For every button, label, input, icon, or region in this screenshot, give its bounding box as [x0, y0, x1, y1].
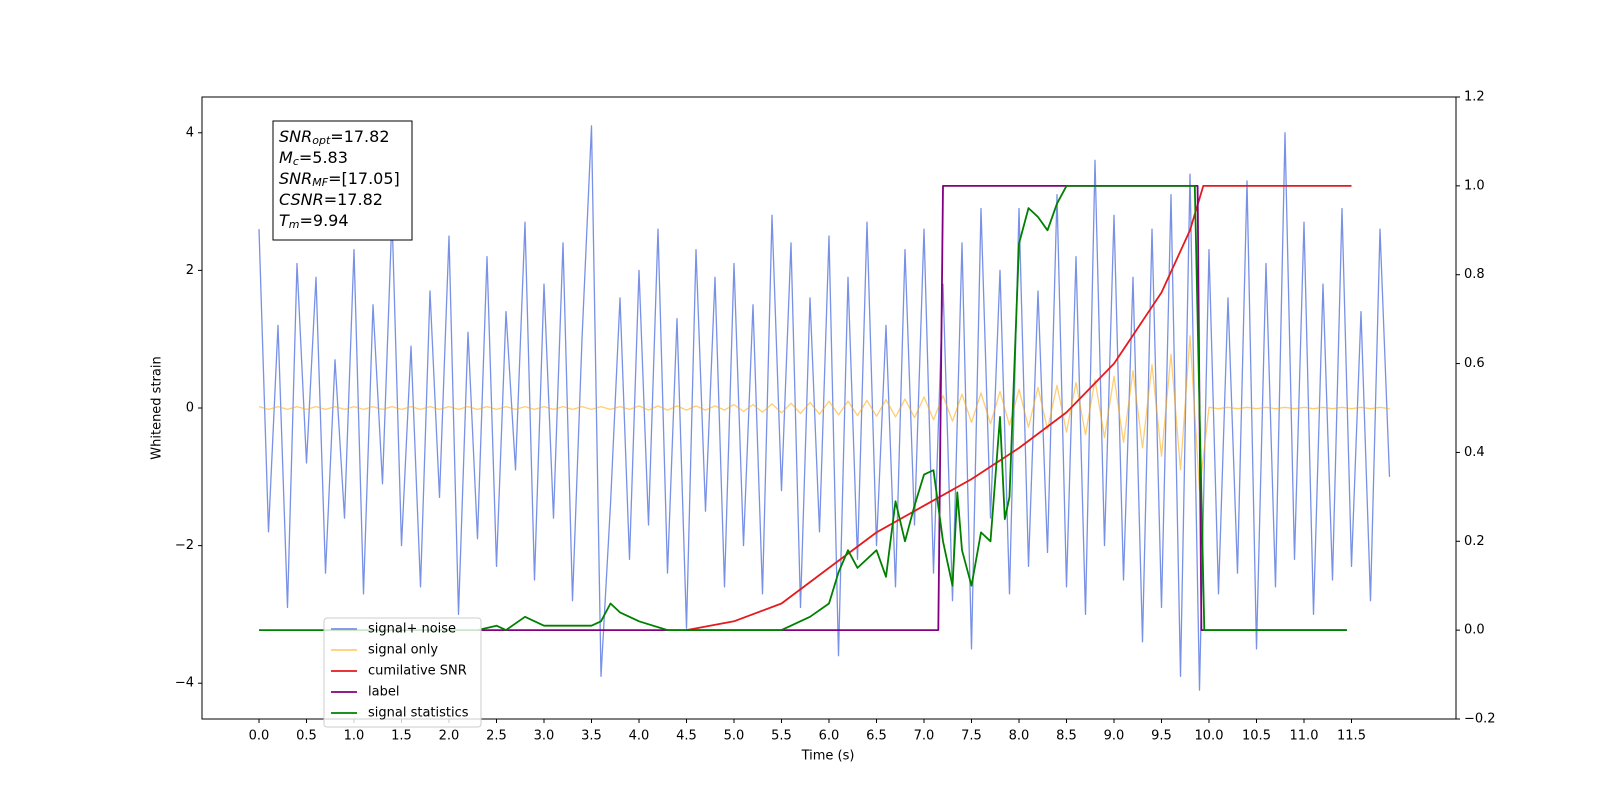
x-tick-label: 11.0	[1290, 729, 1319, 744]
y2-tick-label: 1.2	[1464, 90, 1485, 105]
x-tick-label: 7.0	[914, 729, 935, 744]
annotation-box: SNRopt=17.82Mc=5.83SNRMF=[17.05]CSNR=17.…	[272, 120, 413, 241]
x-tick-label: 3.0	[534, 729, 555, 744]
annotation-text: =[17.05]	[328, 169, 400, 188]
annotation-text: =9.94	[300, 211, 349, 230]
x-tick-label: 8.0	[1009, 729, 1030, 744]
legend-label: cumilative SNR	[368, 664, 467, 679]
annotation: CSNR=17.82	[279, 190, 383, 209]
annotation-frame	[272, 120, 413, 241]
annotation-symbol: SNR	[279, 169, 312, 188]
legend: signal+ noise signal only cumilative SNR la…	[323, 617, 482, 728]
x-tick-label: 1.5	[391, 729, 412, 744]
series-line	[686, 185, 1352, 631]
x-tick-label: 5.0	[724, 729, 745, 744]
x-tick-label: 11.5	[1337, 729, 1366, 744]
x-tick-label: 5.5	[771, 729, 792, 744]
x-tick-label: 6.0	[819, 729, 840, 744]
annotation-subscript: m	[289, 218, 300, 231]
y-axis-label: Whitened strain	[150, 356, 165, 459]
legend-label: signal+ noise	[368, 622, 456, 637]
annotation: SNRopt=17.82	[279, 127, 390, 148]
y2-tick-label: 0.4	[1464, 445, 1485, 460]
x-tick-label: 0.0	[249, 729, 270, 744]
y-tick-label: −2	[175, 538, 194, 553]
x-tick-label: 8.5	[1056, 729, 1077, 744]
y-tick-label: 0	[186, 401, 194, 416]
x-tick-label: 10.0	[1195, 729, 1224, 744]
annotation-symbol: T	[279, 211, 290, 230]
annotation-symbol: SNR	[279, 127, 312, 146]
x-tick-label: 1.0	[344, 729, 365, 744]
x-tick-label: 9.5	[1151, 729, 1172, 744]
x-tick-label: 0.5	[296, 729, 317, 744]
annotation-subscript: MF	[312, 176, 328, 189]
y-tick-label: 4	[186, 125, 194, 140]
y2-tick-label: 0.0	[1464, 623, 1485, 638]
x-tick-label: 4.5	[676, 729, 697, 744]
x-tick-label: 2.5	[486, 729, 507, 744]
x-tick-label: 4.0	[629, 729, 650, 744]
annotation-subscript: c	[293, 155, 299, 168]
series-line	[259, 185, 1347, 631]
annotation: Mc=5.83	[279, 148, 348, 169]
x-tick-label: 10.5	[1242, 729, 1271, 744]
annotation-text: =17.82	[324, 190, 383, 209]
x-tick-label: 3.5	[581, 729, 602, 744]
y2-tick-label: 0.6	[1464, 356, 1485, 371]
y2-tick-label: −0.2	[1464, 712, 1496, 727]
x-tick-label: 2.0	[439, 729, 460, 744]
y-tick-label: 2	[186, 263, 194, 278]
x-axis-label: Time (s)	[801, 749, 855, 764]
x-tick-label: 7.5	[961, 729, 982, 744]
legend-label: signal statistics	[368, 706, 469, 721]
y-tick-label: −4	[175, 676, 194, 691]
annotation-subscript: opt	[312, 134, 331, 147]
y2-tick-label: 0.8	[1464, 267, 1485, 282]
legend-label: signal only	[368, 643, 438, 658]
y2-tick-label: 0.2	[1464, 534, 1485, 549]
plot-area	[258, 125, 1391, 691]
annotation-symbol: M	[279, 148, 293, 167]
y2-tick-label: 1.0	[1464, 178, 1485, 193]
annotation: Tm=9.94	[279, 211, 349, 232]
annotation-text: =5.83	[299, 148, 348, 167]
legend-frame	[323, 617, 482, 728]
annotation-symbol: CSNR	[279, 190, 324, 209]
x-tick-label: 9.0	[1104, 729, 1125, 744]
legend-label: label	[368, 685, 399, 700]
annotation: SNRMF=[17.05]	[279, 169, 400, 190]
x-tick-label: 6.5	[866, 729, 887, 744]
annotation-text: =17.82	[330, 127, 389, 146]
